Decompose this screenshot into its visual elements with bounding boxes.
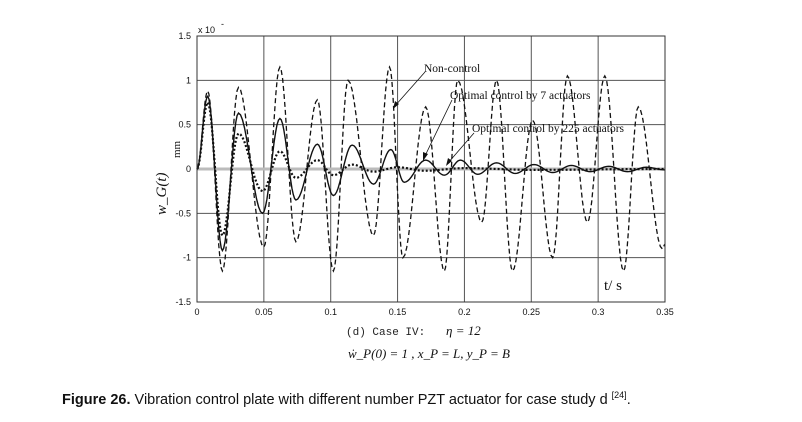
x-tick-label: 0.2	[458, 307, 471, 317]
x-tick-label: 0.15	[389, 307, 407, 317]
annotation-non-control: Non-control	[424, 63, 480, 75]
subtitle-eta: η = 12	[446, 323, 481, 338]
x-tick-label: 0	[194, 307, 199, 317]
y-tick-label: 0	[186, 164, 191, 174]
x-axis-label: t/ s	[604, 278, 622, 294]
citation-ref[interactable]: [24]	[611, 390, 627, 400]
y-tick-labels: 1.5 1 0.5 0 -0.5 -1 -1.5	[175, 31, 191, 307]
figure-caption: Figure 26. Vibration control plate with …	[62, 390, 631, 408]
y-tick-label: -0.5	[175, 208, 191, 218]
annotation-arrow-225	[447, 132, 475, 164]
x-tick-label: 0.3	[592, 307, 605, 317]
series-solid-line	[196, 94, 666, 253]
x-tick-label: 0.35	[656, 307, 674, 317]
annotation-arrow-7	[423, 99, 453, 159]
y-axis-label: w_G(t)	[154, 173, 170, 216]
x-tick-labels: 0 0.05 0.1 0.15 0.2 0.25 0.3 0.35	[194, 307, 673, 317]
arrowhead	[423, 152, 428, 161]
x-tick-label: 0.25	[523, 307, 541, 317]
arrowhead	[446, 158, 452, 166]
figure-caption-text: Vibration control plate with different n…	[130, 391, 612, 408]
annotation-7-actuators: Optimal control by 7 actuators	[450, 90, 591, 102]
y-multiplier-exponent: -	[221, 19, 224, 29]
y-axis-unit: mm	[171, 140, 183, 158]
arrowhead	[393, 101, 399, 109]
x-tick-label: 0.1	[324, 307, 337, 317]
annotation-225-actuators: Optimal control by 225 actuators	[472, 123, 625, 135]
y-tick-label: -1.5	[175, 297, 191, 307]
figure-label: Figure 26.	[62, 391, 131, 408]
plot-frame	[196, 35, 666, 303]
x-tick-label: 0.05	[255, 307, 273, 317]
y-tick-label: 1.5	[178, 31, 191, 41]
annotation-arrow-non-control	[393, 71, 426, 108]
subtitle-case: (d) Case IV:	[346, 327, 425, 339]
y-multiplier: x 10	[198, 25, 215, 35]
y-tick-label: 0.5	[178, 120, 191, 130]
series-group	[196, 65, 666, 273]
y-tick-label: 1	[186, 75, 191, 85]
caption-end: .	[626, 391, 631, 408]
y-tick-label: -1	[183, 253, 191, 263]
subtitle-conditions: ẇ_P(0) = 1 , x_P = L, y_P = B	[348, 346, 510, 361]
